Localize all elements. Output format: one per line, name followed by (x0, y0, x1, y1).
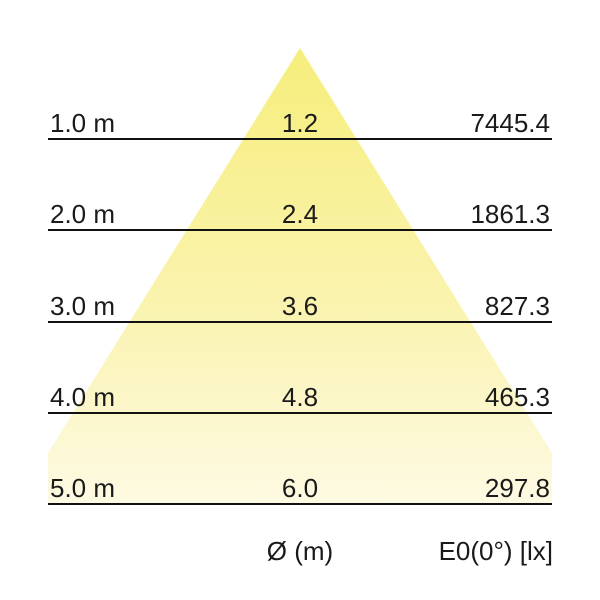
distance-label: 4.0 m (50, 382, 116, 412)
beam-diameter-value: 2.4 (281, 199, 319, 229)
distance-line-5m: 5.0 m 6.0 297.8 (48, 475, 552, 505)
distance-line-2m: 2.0 m 2.4 1861.3 (48, 201, 552, 231)
distance-label: 1.0 m (50, 108, 116, 138)
illuminance-value: 827.3 (484, 291, 550, 321)
illuminance-value: 465.3 (484, 382, 550, 412)
distance-line-3m: 3.0 m 3.6 827.3 (48, 293, 552, 323)
distance-line-4m: 4.0 m 4.8 465.3 (48, 384, 552, 414)
illuminance-value: 1861.3 (470, 199, 550, 229)
illuminance-value: 7445.4 (470, 108, 550, 138)
diameter-axis-label: Ø (m) (266, 536, 334, 566)
distance-label: 5.0 m (50, 473, 116, 503)
beam-diameter-value: 4.8 (281, 382, 319, 412)
illuminance-axis-label: E0(0°) [lx] (438, 536, 553, 566)
distance-label: 3.0 m (50, 291, 116, 321)
beam-diameter-value: 3.6 (281, 291, 319, 321)
distance-label: 2.0 m (50, 199, 116, 229)
beam-diameter-value: 6.0 (281, 473, 319, 503)
beam-diameter-value: 1.2 (281, 108, 319, 138)
distance-line-1m: 1.0 m 1.2 7445.4 (48, 110, 552, 140)
illuminance-value: 297.8 (484, 473, 550, 503)
